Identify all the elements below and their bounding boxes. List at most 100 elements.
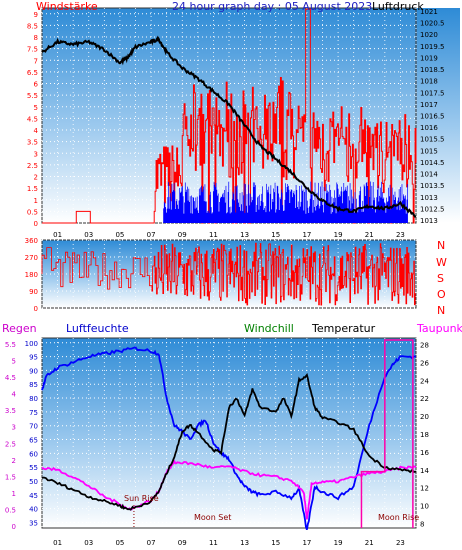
humidity-tick-label: 50 <box>29 478 38 486</box>
pressure-tick-label: 1013.5 <box>420 182 445 190</box>
wind-tick-label: 3 <box>34 150 38 158</box>
pressure-tick-label: 1020.5 <box>420 20 445 28</box>
sun-rise-annotation: Sun Rise <box>124 494 159 503</box>
wind-tick-label: 7.5 <box>27 46 38 54</box>
wind-tick-label: 0 <box>34 220 38 228</box>
bottom-x-tick-label: 09 <box>178 539 187 547</box>
top-x-tick-label: 15 <box>271 231 280 239</box>
wind-tick-label: 8.5 <box>27 22 38 30</box>
wind-tick-label: 5 <box>34 104 38 112</box>
wind-direction-line <box>41 242 417 306</box>
pressure-tick-label: 1021 <box>420 8 438 16</box>
pressure-tick-label: 1015 <box>420 147 438 155</box>
pressure-tick-label: 1018.5 <box>420 66 445 74</box>
rain-trace <box>360 339 414 528</box>
dir-tick-label: 180 <box>25 271 38 279</box>
temp-tick-label: 26 <box>420 359 429 367</box>
luftdruck-label: Luftdruck <box>372 0 424 13</box>
temp-tick-label: 16 <box>420 449 429 457</box>
compass-n-bottom: N <box>437 304 445 317</box>
rain-tick-label: 3.5 <box>5 407 16 415</box>
wind-tick-label: 4.5 <box>27 115 38 123</box>
pressure-tick-label: 1019 <box>420 54 438 62</box>
humidity-tick-label: 80 <box>29 395 38 403</box>
temp-tick-label: 22 <box>420 395 429 403</box>
humidity-tick-label: 55 <box>29 464 38 472</box>
bottom-x-tick-label: 23 <box>396 539 405 547</box>
rain-tick-label: 3 <box>12 424 16 432</box>
rain-tick-label: 2 <box>12 457 16 465</box>
pressure-tick-label: 1016.5 <box>420 113 445 121</box>
temp-tick-label: 12 <box>420 485 429 493</box>
bottom-x-tick-label: 17 <box>302 539 311 547</box>
top-x-tick-label: 13 <box>240 231 249 239</box>
dir-tick-label: 360 <box>25 237 38 245</box>
humidity-tick-label: 60 <box>29 450 38 458</box>
wind-tick-label: 2 <box>34 174 38 182</box>
wind-speed-line <box>42 8 417 224</box>
rain-tick-label: 5 <box>12 358 16 366</box>
humidity-tick-label: 65 <box>29 437 38 445</box>
pressure-tick-label: 1014 <box>420 171 438 179</box>
bottom-x-tick-label: 21 <box>365 539 374 547</box>
top-x-tick-label: 23 <box>396 231 405 239</box>
top-x-tick-label: 19 <box>334 231 343 239</box>
bottom-x-tick-label: 13 <box>240 539 249 547</box>
top-x-tick-label: 21 <box>365 231 374 239</box>
rain-tick-label: 1 <box>12 490 16 498</box>
rain-tick-label: 0 <box>12 523 16 531</box>
humidity-tick-label: 90 <box>29 367 38 375</box>
temp-tick-label: 28 <box>420 341 429 349</box>
dir-tick-label: 0 <box>34 305 38 313</box>
top-x-tick-label: 07 <box>147 231 156 239</box>
bottom-x-tick-label: 11 <box>209 539 218 547</box>
pressure-tick-label: 1015.5 <box>420 136 445 144</box>
wind-tick-label: 6 <box>34 81 39 89</box>
wind-tick-label: 9 <box>34 11 38 19</box>
humidity-tick-label: 70 <box>29 423 38 431</box>
wind-tick-label: 6.5 <box>27 69 38 77</box>
rain-tick-label: 1.5 <box>5 473 16 481</box>
rain-tick-label: 4 <box>12 391 17 399</box>
bottom-x-tick-label: 19 <box>334 539 343 547</box>
temp-tick-label: 18 <box>420 431 429 439</box>
wind-tick-label: 8 <box>34 34 38 42</box>
dewpoint-line <box>41 459 417 520</box>
wind-tick-label: 2.5 <box>27 162 38 170</box>
luftfeuchte-label: Luftfeuchte <box>66 322 129 335</box>
bottom-x-tick-label: 03 <box>84 539 93 547</box>
pressure-tick-label: 1020 <box>420 31 438 39</box>
regen-label: Regen <box>2 322 37 335</box>
wind-tick-label: 4 <box>34 127 39 135</box>
rain-tick-label: 5.5 <box>5 341 16 349</box>
humidity-tick-label: 35 <box>29 519 38 527</box>
temperatur-label: Temperatur <box>311 322 376 335</box>
humidity-tick-label: 95 <box>29 354 38 362</box>
pressure-tick-label: 1013 <box>420 217 438 225</box>
pressure-tick-label: 1013 <box>420 194 438 202</box>
taupunkt-label: Taupunkt <box>416 322 462 335</box>
wind-tick-label: 3.5 <box>27 139 38 147</box>
moon-rise-annotation: Moon Rise <box>378 513 419 522</box>
windstaerke-label: Windstärke <box>36 0 98 13</box>
wind-tick-label: 0.5 <box>27 208 38 216</box>
humidity-tick-label: 85 <box>29 381 38 389</box>
wind-tick-label: 7 <box>34 57 38 65</box>
compass-s: S <box>437 272 444 285</box>
pressure-tick-label: 1014.5 <box>420 159 445 167</box>
pressure-tick-label: 1017.5 <box>420 89 445 97</box>
top-x-tick-label: 05 <box>115 231 124 239</box>
dir-tick-label: 270 <box>25 254 38 262</box>
top-right-axis-bg <box>416 8 460 223</box>
temperature-line <box>41 372 417 511</box>
top-x-tick-label: 01 <box>53 231 62 239</box>
humidity-tick-label: 100 <box>25 340 38 348</box>
bottom-x-tick-label: 01 <box>53 539 62 547</box>
pressure-tick-label: 1018 <box>420 78 438 86</box>
humidity-tick-label: 45 <box>29 492 38 500</box>
compass-n-top: N <box>437 239 445 252</box>
humidity-tick-label: 75 <box>29 409 38 417</box>
moon-set-annotation: Moon Set <box>194 513 231 522</box>
bottom-x-tick-label: 15 <box>271 539 280 547</box>
